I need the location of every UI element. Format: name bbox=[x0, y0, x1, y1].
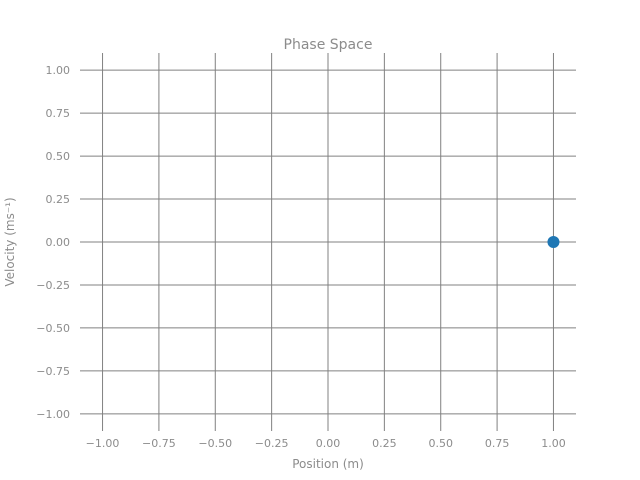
y-tick-label: 0.25 bbox=[46, 193, 71, 206]
y-tick-label: 0.00 bbox=[46, 236, 71, 249]
y-tick-labels: −1.00 −0.75 −0.50 −0.25 0.00 0.25 0.50 0.75 1.00 bbox=[36, 64, 70, 421]
x-tick-label: 0.25 bbox=[372, 437, 397, 450]
x-tick-label: 0.75 bbox=[485, 437, 510, 450]
y-tick-label: 1.00 bbox=[46, 64, 71, 77]
x-tick-label: −0.50 bbox=[198, 437, 232, 450]
x-tick-labels: −1.00 −0.75 −0.50 −0.25 0.00 0.25 0.50 0.75 1.00 bbox=[86, 437, 566, 450]
y-tick-label: −1.00 bbox=[36, 408, 70, 421]
x-tick-label: 1.00 bbox=[541, 437, 566, 450]
y-axis-label: Velocity (ms⁻¹) bbox=[3, 197, 17, 286]
y-tick-label: −0.25 bbox=[36, 279, 70, 292]
grid bbox=[80, 53, 576, 431]
data-points bbox=[547, 236, 560, 248]
x-tick-label: −0.75 bbox=[142, 437, 176, 450]
x-tick-label: 0.00 bbox=[316, 437, 341, 450]
data-point bbox=[547, 236, 560, 248]
x-tick-label: −0.25 bbox=[255, 437, 289, 450]
y-tick-label: 0.75 bbox=[46, 107, 71, 120]
x-tick-label: 0.50 bbox=[428, 437, 453, 450]
x-axis-label: Position (m) bbox=[292, 457, 364, 471]
y-tick-label: 0.50 bbox=[46, 150, 71, 163]
y-tick-label: −0.75 bbox=[36, 365, 70, 378]
chart-title: Phase Space bbox=[284, 37, 373, 53]
x-tick-label: −1.00 bbox=[86, 437, 120, 450]
y-tick-label: −0.50 bbox=[36, 322, 70, 335]
